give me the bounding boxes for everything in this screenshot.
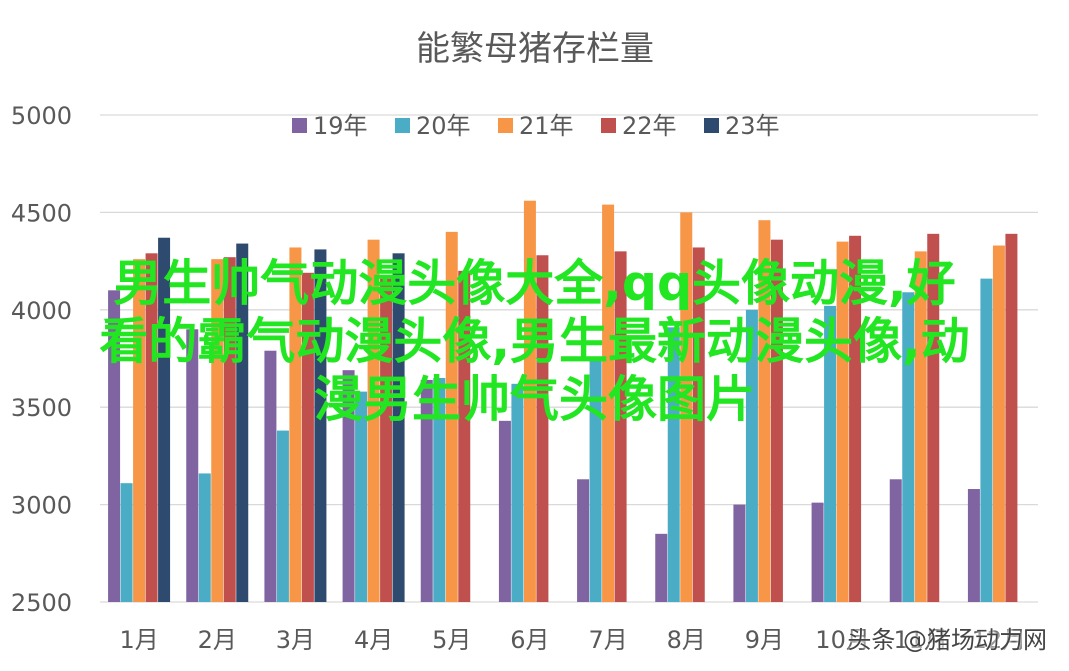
bar	[433, 377, 446, 602]
legend-label: 19年	[313, 112, 368, 140]
bar	[367, 239, 380, 602]
x-tick-label: 9月	[745, 626, 784, 654]
x-tick-label: 2月	[198, 626, 237, 654]
legend-swatch	[601, 118, 616, 133]
bar	[680, 212, 693, 602]
bar	[420, 379, 433, 602]
bar	[770, 239, 783, 602]
bar	[223, 257, 236, 602]
y-tick-label: 3000	[11, 492, 72, 520]
legend-swatch	[498, 118, 513, 133]
bar	[301, 272, 314, 602]
x-tick-label: 12月	[972, 626, 1027, 654]
bar	[536, 255, 549, 603]
bar	[380, 278, 393, 602]
y-tick-label: 5000	[11, 102, 72, 130]
bar	[445, 231, 458, 602]
bar	[355, 391, 368, 602]
bar	[198, 473, 211, 602]
bar	[342, 370, 355, 602]
bar	[980, 278, 993, 602]
bar	[655, 533, 668, 602]
legend-label: 20年	[416, 112, 471, 140]
bar	[914, 251, 927, 603]
bar	[602, 204, 615, 602]
legend: 19年 20年 21年 22年 23年	[292, 112, 780, 140]
bar	[589, 356, 602, 602]
x-tick-label: 10月	[815, 626, 870, 654]
bar	[745, 309, 758, 602]
bar	[733, 504, 746, 602]
legend-swatch	[395, 118, 410, 133]
bar	[498, 420, 511, 602]
bar	[927, 233, 940, 602]
bar	[211, 259, 224, 602]
bar	[289, 247, 302, 603]
y-tick-label: 3500	[11, 394, 72, 422]
bar	[902, 292, 915, 602]
x-tick-label: 6月	[510, 626, 549, 654]
bars	[108, 200, 1018, 603]
x-tick-label: 8月	[667, 626, 706, 654]
y-axis-ticks: 2500 3000 3500 4000 4500 5000	[11, 102, 72, 617]
bar	[108, 290, 121, 602]
bar	[133, 259, 146, 602]
x-tick-label: 11月	[893, 626, 948, 654]
bar	[614, 251, 627, 603]
bar	[758, 220, 771, 602]
bar	[120, 483, 133, 602]
bar	[314, 249, 327, 603]
x-axis-ticks: 1月 2月 3月 4月 5月 6月 7月 8月 9月 10月 11月 12月	[119, 626, 1026, 654]
x-tick-label: 3月	[276, 626, 315, 654]
bar	[511, 383, 524, 602]
bar	[1005, 233, 1018, 602]
bar	[992, 245, 1005, 603]
bar	[523, 200, 536, 602]
bar	[186, 329, 199, 602]
bar	[836, 241, 849, 602]
bar	[264, 350, 277, 602]
x-tick-label: 4月	[354, 626, 393, 654]
bar	[458, 270, 471, 602]
bar	[276, 430, 289, 602]
bar	[577, 479, 590, 602]
x-tick-label: 1月	[119, 626, 158, 654]
y-tick-label: 4000	[11, 297, 72, 325]
bar	[889, 479, 902, 602]
legend-swatch	[704, 118, 719, 133]
bar	[667, 327, 680, 602]
bar	[158, 237, 171, 602]
x-tick-label: 7月	[588, 626, 627, 654]
bar	[967, 489, 980, 602]
watermark: 头条 @猪场动力网	[847, 626, 1047, 654]
y-tick-label: 2500	[11, 589, 72, 617]
legend-label: 22年	[622, 112, 677, 140]
gridlines	[100, 114, 1038, 603]
bar	[392, 253, 405, 603]
legend-label: 23年	[725, 112, 780, 140]
chart-title: 能繁母猪存栏量	[416, 29, 654, 69]
bar	[849, 235, 862, 602]
bar	[811, 502, 824, 602]
bar	[824, 305, 837, 602]
legend-label: 21年	[519, 112, 574, 140]
bar	[692, 247, 705, 603]
bar	[236, 243, 249, 602]
bar	[145, 253, 158, 603]
legend-swatch	[292, 118, 307, 133]
x-tick-label: 5月	[432, 626, 471, 654]
y-tick-label: 4500	[11, 199, 72, 227]
